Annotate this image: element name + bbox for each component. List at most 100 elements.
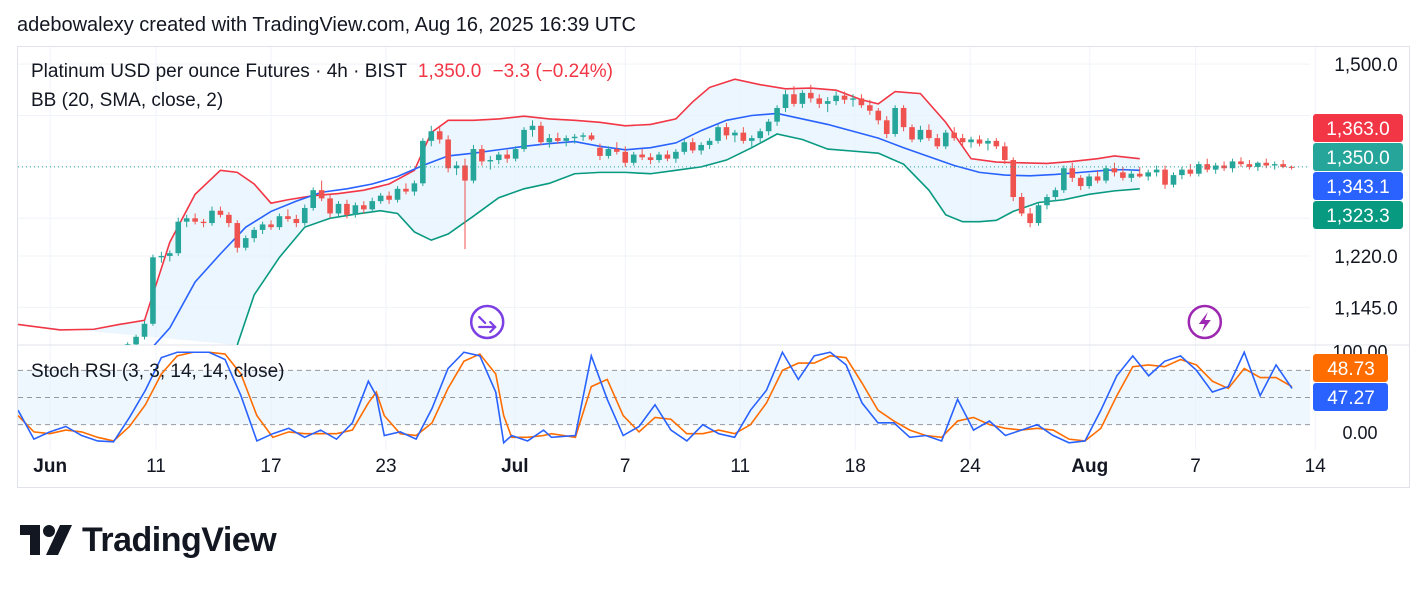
candle-body	[951, 132, 957, 139]
price-marker-label: 1,343.1	[1326, 177, 1389, 198]
tradingview-brand[interactable]: TradingView	[20, 520, 277, 560]
brand-name: TradingView	[82, 520, 277, 559]
candle-body	[681, 142, 688, 152]
candle-body	[445, 139, 451, 169]
price-marker-label: 1,323.3	[1326, 206, 1389, 227]
chart-caption: adebowalexy created with TradingView.com…	[17, 14, 636, 36]
candle	[1120, 166, 1126, 181]
stoch-tick-label: 0.00	[1342, 423, 1377, 443]
bb-legend[interactable]: BB (20, SMA, close, 2)	[31, 90, 223, 112]
candle	[24, 350, 30, 358]
candle	[124, 342, 131, 345]
candle-body	[1094, 176, 1101, 181]
candle	[234, 220, 241, 253]
candle-body	[411, 183, 418, 192]
candle-body	[428, 131, 435, 141]
candle-body	[883, 120, 890, 135]
bb-upper-line	[18, 78, 1140, 331]
candle	[563, 135, 570, 147]
candle	[1229, 158, 1236, 173]
candle	[1061, 165, 1067, 193]
marker-glyph	[1198, 312, 1211, 332]
candle	[1094, 170, 1101, 184]
time-tick-label: 14	[1305, 456, 1327, 477]
shift-arrow-icon[interactable]	[469, 304, 505, 340]
candle	[1128, 169, 1135, 182]
candle	[808, 84, 814, 103]
candle-body	[1128, 173, 1135, 178]
candle	[1018, 192, 1025, 217]
candle	[689, 138, 696, 154]
candle-body	[538, 125, 544, 143]
candle	[841, 91, 848, 104]
candle-body	[875, 110, 882, 121]
candle	[993, 138, 1000, 150]
candle	[217, 206, 224, 218]
candle-body	[15, 354, 21, 358]
candle	[824, 97, 831, 113]
price-tick-label: 1,220.0	[1334, 247, 1397, 268]
candle-body	[1162, 169, 1168, 185]
candle	[251, 227, 257, 243]
candle-body	[1170, 175, 1177, 185]
candle	[192, 213, 198, 225]
candle-body	[968, 139, 974, 143]
candle-body	[791, 94, 797, 104]
candle	[1170, 172, 1177, 188]
candle	[133, 334, 139, 345]
candle-body	[310, 190, 316, 208]
candle-body	[614, 149, 620, 152]
stoch-d-line	[18, 351, 1293, 442]
candle-body	[765, 121, 772, 132]
candle-body	[352, 205, 359, 215]
candle-body	[1153, 169, 1160, 173]
candle	[892, 105, 898, 137]
candle-body	[504, 154, 510, 159]
candle	[327, 194, 333, 218]
candle	[411, 180, 418, 196]
candle	[268, 220, 274, 230]
candle-body	[1061, 168, 1067, 191]
candle	[748, 135, 755, 148]
candle	[1204, 158, 1211, 173]
time-tick-label: 11	[730, 456, 750, 477]
candle	[732, 129, 738, 143]
candle-body	[858, 98, 865, 106]
candle	[1103, 165, 1109, 184]
price-marker-label: 1,350.0	[1326, 148, 1389, 169]
candle-body	[100, 352, 106, 355]
last-price: 1,350.0	[417, 61, 482, 82]
candle	[310, 187, 316, 211]
candle	[816, 94, 823, 108]
stoch-marker-box	[1313, 383, 1388, 411]
candle	[175, 217, 182, 256]
stoch-marker-label: 48.73	[1327, 359, 1375, 380]
stoch-legend[interactable]: Stoch RSI (3, 3, 14, 14, close)	[31, 361, 284, 383]
stoch-series	[18, 350, 1293, 445]
stoch-k-line	[18, 350, 1293, 445]
candle	[394, 186, 401, 203]
candle	[1255, 161, 1261, 171]
candle-body	[689, 142, 696, 151]
candle	[293, 214, 300, 228]
main-legend[interactable]: Platinum USD per ounce Futures · 4h · BI…	[31, 61, 613, 82]
candle-body	[242, 238, 249, 248]
candle-body	[892, 107, 898, 135]
tradingview-logo-icon	[20, 525, 72, 555]
candle-body	[706, 140, 713, 145]
candle-body	[32, 356, 38, 359]
candle-body	[673, 151, 679, 159]
candle-body	[782, 94, 789, 108]
candle	[116, 345, 122, 353]
marker-circle	[469, 304, 505, 340]
candle-body	[470, 149, 477, 181]
lightning-icon[interactable]	[1187, 304, 1223, 340]
candle-body	[192, 218, 198, 222]
candle-body	[83, 355, 89, 357]
candle-body	[1120, 172, 1126, 178]
candle-body	[259, 224, 266, 230]
time-tick-label: 24	[960, 456, 982, 477]
candle-body	[361, 205, 367, 210]
candle	[968, 136, 974, 148]
